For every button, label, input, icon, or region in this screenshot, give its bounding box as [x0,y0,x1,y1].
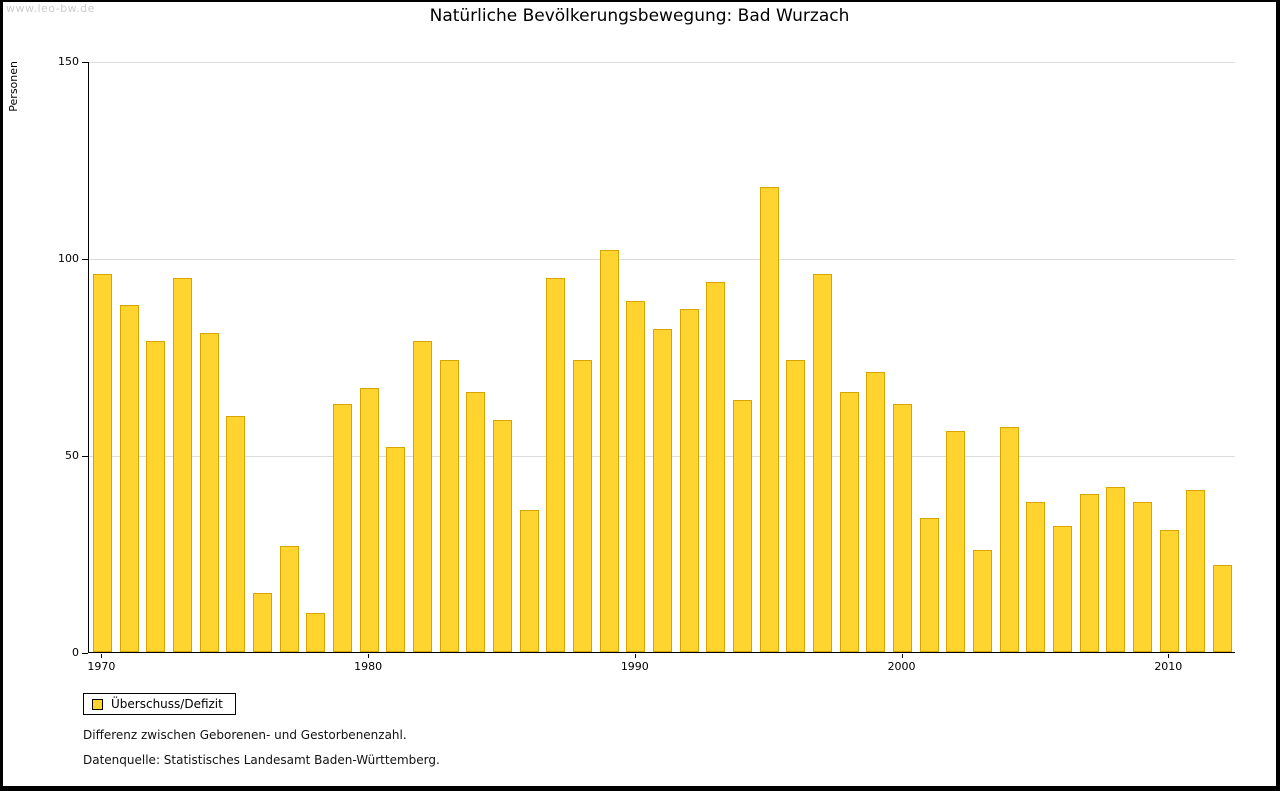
bar [1159,530,1179,652]
y-axis-title-box: Personen [5,54,21,118]
y-axis-title: Personen [6,60,20,112]
x-tick [901,654,903,658]
x-tick-label: 1990 [620,660,649,673]
bar [572,360,592,652]
footnote-definition: Differenz zwischen Geborenen- und Gestor… [83,728,407,742]
gridline [89,259,1235,260]
y-tick-label: 150 [58,55,79,68]
bar [546,278,566,652]
x-tick-label: 1980 [354,660,383,673]
bar [946,431,966,652]
y-tick-label: 0 [72,646,79,659]
x-tick [634,654,636,658]
legend-swatch [92,698,103,710]
bar [1053,526,1073,652]
x-tick [1168,654,1170,658]
bar [1186,490,1206,652]
y-tick-label: 50 [65,449,79,462]
y-tick [82,456,88,457]
bar [519,510,539,652]
bar [466,392,486,652]
bar [893,404,913,652]
x-tick-label: 2000 [887,660,916,673]
bar [359,388,379,652]
legend: Überschuss/Defizit [83,693,236,715]
bar [1213,565,1233,652]
bar [653,329,672,652]
bar [172,278,192,652]
bar [226,416,246,652]
plot-area [88,62,1235,653]
bar [1106,487,1126,652]
bar [786,360,806,652]
footnote-source: Datenquelle: Statistisches Landesamt Bad… [83,753,440,767]
bar [439,360,459,652]
legend-label: Überschuss/Defizit [111,697,223,711]
bar [839,392,859,652]
y-tick-label: 100 [58,252,79,265]
bar [306,613,326,652]
bar [733,400,753,652]
x-tick-label: 1970 [87,660,116,673]
bar [919,518,939,652]
bar [119,305,139,652]
bar [679,309,699,652]
bar [92,274,112,652]
bar [866,372,886,652]
y-tick [82,259,88,260]
bar [492,420,512,652]
bar [626,301,646,652]
bar [146,341,166,652]
bar [1026,502,1046,652]
bar [332,404,352,652]
bar [759,187,779,652]
bar [813,274,833,652]
bar [599,250,619,652]
x-tick-label: 2010 [1154,660,1183,673]
bar [252,593,272,652]
bar [279,546,299,652]
bar [706,282,726,652]
y-tick [82,653,88,654]
chart-title: Natürliche Bevölkerungsbewegung: Bad Wur… [429,6,850,26]
bar [199,333,219,652]
gridline [89,62,1235,63]
bar [412,341,432,652]
x-tick [368,654,370,658]
bar [1079,494,1099,652]
watermark: www.leo-bw.de [6,2,95,15]
bar [999,427,1019,652]
bar [386,447,406,652]
x-tick [101,654,103,658]
bar [973,550,993,652]
bar [1133,502,1153,652]
y-tick [82,62,88,63]
